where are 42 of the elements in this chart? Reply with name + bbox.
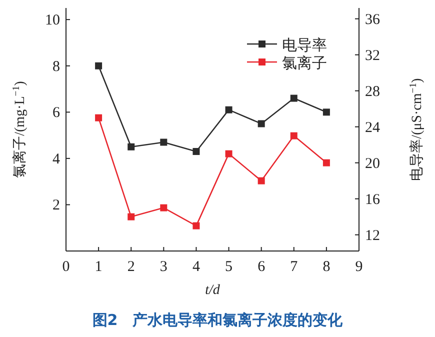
x-tick-label: 5 <box>225 259 233 275</box>
point <box>290 94 298 102</box>
point <box>128 213 135 220</box>
legend-label: 电导率 <box>282 36 327 54</box>
point <box>322 108 330 116</box>
point <box>160 138 168 146</box>
point <box>128 143 135 150</box>
x-tick-label: 0 <box>62 259 70 275</box>
point <box>95 114 102 122</box>
point <box>258 177 265 184</box>
x-tick-label: 3 <box>160 259 168 275</box>
point <box>225 150 232 158</box>
y-tick-label: 4 <box>52 151 60 168</box>
x-tick-label: 7 <box>290 259 298 275</box>
y2-tick-label: 12 <box>365 228 380 244</box>
y2-tick-label: 28 <box>365 84 380 100</box>
point <box>192 148 200 155</box>
x-tick-label: 8 <box>322 259 330 275</box>
point <box>225 106 232 114</box>
legend-label: 氯离子 <box>282 54 327 72</box>
point <box>258 120 265 128</box>
point <box>322 159 330 166</box>
point <box>160 204 168 212</box>
x-tick-label: 2 <box>127 259 135 275</box>
y-tick-label: 2 <box>52 198 60 214</box>
y2-tick-label: 32 <box>365 48 380 64</box>
y2-tick-label: 24 <box>365 120 380 136</box>
y-tick-label: 6 <box>52 105 60 122</box>
y2-tick-label: 16 <box>365 192 380 208</box>
point <box>95 62 102 70</box>
x-tick-label: 9 <box>355 259 363 275</box>
x-tick-label: 6 <box>258 259 266 275</box>
text: 图2 产水电导率和氯离子浓度的变化 <box>92 311 344 329</box>
y2-tick-label: 20 <box>365 156 380 172</box>
x-axis-title: t/d <box>205 283 221 298</box>
x-tick-label: 4 <box>192 259 200 275</box>
y2-tick-label: 36 <box>365 12 380 28</box>
y-tick-label: 10 <box>45 12 60 29</box>
y-tick-label: 8 <box>52 58 60 75</box>
point <box>290 132 298 140</box>
point <box>192 222 200 230</box>
x-tick-label: 1 <box>94 259 102 275</box>
